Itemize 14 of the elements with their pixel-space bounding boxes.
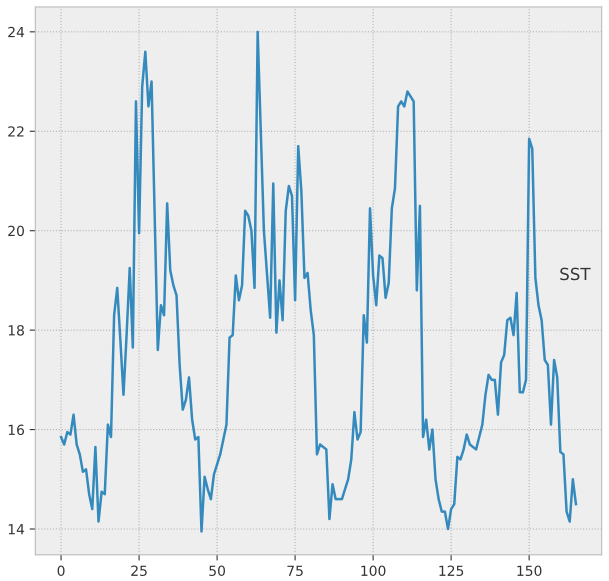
x-tick-label: 0 xyxy=(58,566,65,576)
y-tick-label: 14 xyxy=(8,524,24,534)
x-tick-label: 100 xyxy=(361,566,386,576)
y-tick-label: 18 xyxy=(8,325,24,336)
y-tick-label: 16 xyxy=(8,424,24,436)
annotation: SST xyxy=(560,268,591,280)
x-tick-label: 50 xyxy=(209,566,226,576)
x-tick-label: 25 xyxy=(131,566,147,576)
x-tick-label: 150 xyxy=(517,566,542,576)
y-tick-label: 22 xyxy=(8,126,24,137)
y-tick-label: 24 xyxy=(8,26,24,38)
x-tick-label: 75 xyxy=(287,566,303,576)
x-tick-label: 125 xyxy=(439,566,464,576)
y-tick-label: 20 xyxy=(8,226,24,236)
